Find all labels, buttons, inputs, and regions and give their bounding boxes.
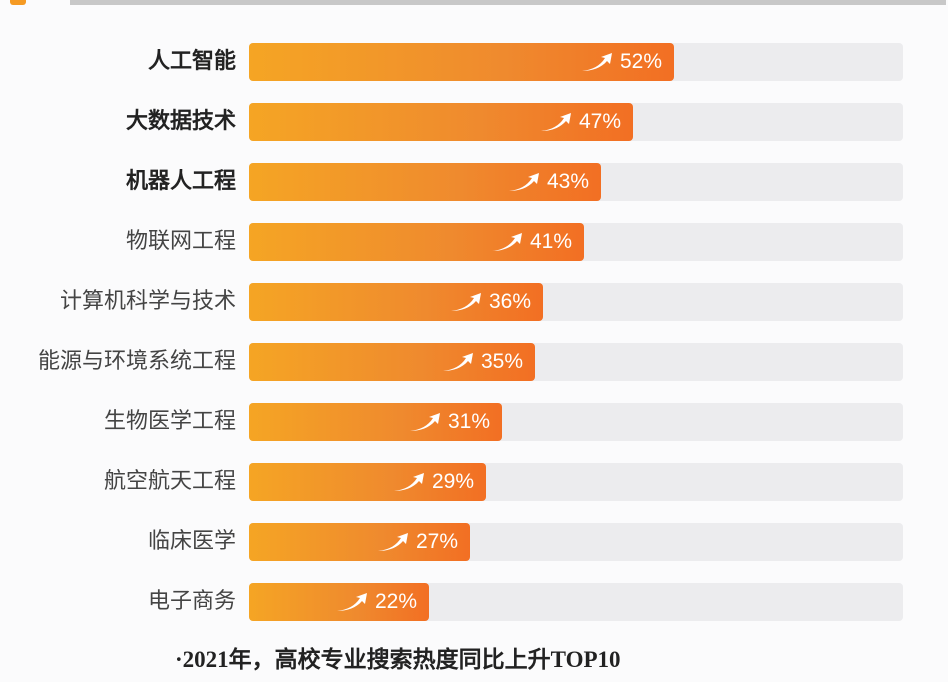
bar: 35% — [249, 343, 535, 381]
chart-caption: ·2021年，高校专业搜索热度同比上升TOP10 — [175, 647, 621, 672]
bar-track: 52% — [249, 43, 903, 81]
value-label: 43% — [507, 163, 589, 201]
trend-up-arrow-icon — [442, 353, 473, 371]
category-label: 生物医学工程 — [103, 409, 236, 434]
value-text: 27% — [415, 530, 458, 553]
category-label: 人工智能 — [147, 49, 236, 74]
bar: 47% — [249, 103, 633, 141]
value-text: 47% — [578, 110, 621, 133]
bar: 22% — [249, 583, 429, 621]
trend-up-arrow-icon — [491, 233, 522, 251]
value-label: 36% — [449, 283, 531, 321]
value-label: 29% — [392, 463, 474, 501]
bar: 31% — [249, 403, 502, 441]
bar: 36% — [249, 283, 543, 321]
value-text: 36% — [488, 290, 531, 313]
header-accent-block — [10, 0, 26, 5]
chart-row: 计算机科学与技术 36% — [0, 283, 948, 321]
category-label: 航空航天工程 — [103, 469, 236, 494]
value-label: 41% — [490, 223, 572, 261]
chart-row: 生物医学工程 31% — [0, 403, 948, 441]
bar: 41% — [249, 223, 584, 261]
value-label: 22% — [335, 583, 417, 621]
trend-up-arrow-icon — [393, 473, 424, 491]
value-text: 41% — [529, 230, 572, 253]
trend-up-arrow-icon — [540, 113, 571, 131]
trend-up-arrow-icon — [409, 413, 440, 431]
chart-row: 电子商务 22% — [0, 583, 948, 621]
value-text: 31% — [447, 410, 490, 433]
trend-up-arrow-icon — [581, 53, 612, 71]
chart-row: 机器人工程 43% — [0, 163, 948, 201]
value-label: 31% — [408, 403, 490, 441]
bar: 52% — [249, 43, 674, 81]
bar-track: 31% — [249, 403, 903, 441]
category-label: 临床医学 — [147, 529, 236, 554]
bar-track: 27% — [249, 523, 903, 561]
bar: 43% — [249, 163, 601, 201]
trend-up-arrow-icon — [450, 293, 481, 311]
category-label: 计算机科学与技术 — [59, 289, 236, 314]
value-text: 29% — [431, 470, 474, 493]
bar-track: 47% — [249, 103, 903, 141]
chart-row: 人工智能 52% — [0, 43, 948, 81]
category-label: 大数据技术 — [125, 109, 236, 134]
value-text: 35% — [480, 350, 523, 373]
bar-track: 35% — [249, 343, 903, 381]
value-label: 27% — [376, 523, 458, 561]
value-label: 52% — [580, 43, 662, 81]
chart-row: 航空航天工程 29% — [0, 463, 948, 501]
category-label: 物联网工程 — [125, 229, 236, 254]
header-divider — [70, 0, 946, 5]
trend-up-arrow-icon — [377, 533, 408, 551]
bar-track: 41% — [249, 223, 903, 261]
bar-track: 29% — [249, 463, 903, 501]
value-label: 47% — [539, 103, 621, 141]
value-text: 43% — [546, 170, 589, 193]
chart-row: 临床医学 27% — [0, 523, 948, 561]
chart-row: 能源与环境系统工程 35% — [0, 343, 948, 381]
bar-track: 36% — [249, 283, 903, 321]
bar: 29% — [249, 463, 486, 501]
trend-up-arrow-icon — [336, 593, 367, 611]
chart-row: 物联网工程 41% — [0, 223, 948, 261]
value-text: 22% — [374, 590, 417, 613]
bar-track: 22% — [249, 583, 903, 621]
category-label: 能源与环境系统工程 — [37, 349, 236, 374]
value-label: 35% — [441, 343, 523, 381]
category-label: 机器人工程 — [125, 169, 236, 194]
chart-row: 大数据技术 47% — [0, 103, 948, 141]
bar: 27% — [249, 523, 470, 561]
category-label: 电子商务 — [147, 589, 236, 614]
bar-track: 43% — [249, 163, 903, 201]
value-text: 52% — [619, 50, 662, 73]
trend-up-arrow-icon — [508, 173, 539, 191]
